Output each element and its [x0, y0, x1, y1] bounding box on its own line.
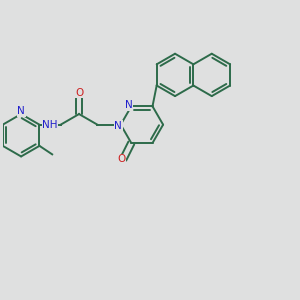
Text: O: O: [118, 154, 126, 164]
Text: N: N: [125, 100, 133, 110]
Text: O: O: [75, 88, 83, 98]
Text: NH: NH: [42, 120, 58, 130]
Text: N: N: [115, 121, 122, 131]
Text: N: N: [17, 106, 25, 116]
